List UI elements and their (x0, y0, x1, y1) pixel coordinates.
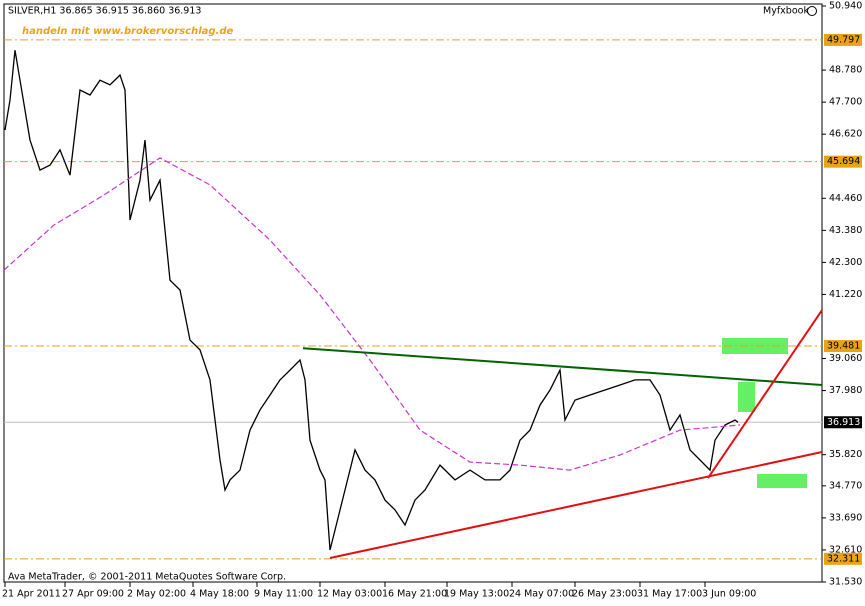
y-tick-label: 46.620 (829, 129, 862, 140)
green-box (722, 338, 788, 354)
y-tick-label: 34.770 (829, 480, 862, 491)
brand: Myfxbook (763, 6, 809, 17)
level-label-box (824, 155, 862, 168)
layer (3, 39, 823, 560)
level-label-box (824, 552, 862, 565)
level-label-box (824, 340, 862, 353)
x-tick-label: 4 May 18:00 (190, 589, 249, 600)
y-tick-label: 42.300 (829, 257, 862, 268)
y-tick-label: 48.780 (829, 65, 862, 76)
y-tick-label: 37.980 (829, 385, 862, 396)
y-tick-label: 47.700 (829, 97, 862, 108)
x-tick-label: 2 May 02:00 (127, 589, 186, 600)
x-tick-label: 31 May 17:00 (637, 589, 702, 600)
green-box (738, 382, 755, 412)
x-tick-label: 12 May 03:00 (317, 589, 382, 600)
y-tick-label: 32.610 (829, 544, 862, 555)
price-line (3, 157, 741, 471)
level-label: 32.311 (827, 553, 860, 564)
price-line (4, 50, 739, 551)
x-tick-label: 3 Jun 09:00 (702, 589, 756, 600)
x-tick-label: 9 May 11:00 (254, 589, 313, 600)
level-label: 45.694 (827, 156, 860, 167)
trend-line (707, 309, 823, 479)
chart-title: SILVER,H1 36.865 36.915 36.860 36.913 (8, 6, 201, 17)
y-tick-label: 50.940 (829, 1, 862, 12)
level-label: 49.797 (827, 34, 860, 45)
trend-line (302, 347, 823, 386)
x-tick-label: 21 Apr 2011 (2, 589, 61, 600)
y-tick-label: 35.820 (829, 449, 862, 460)
y-tick-label: 31.530 (829, 577, 862, 588)
trend-line (329, 451, 823, 559)
x-tick-label: 16 May 21:00 (382, 589, 447, 600)
y-tick-label: 39.060 (829, 353, 862, 364)
footer: Ava MetaTrader, © 2001-2011 MetaQuotes S… (8, 572, 286, 583)
level-label: 39.481 (827, 341, 860, 352)
level-label-box (824, 416, 862, 429)
green-box (757, 474, 807, 488)
brand-icon (807, 6, 817, 16)
level-label-box (824, 33, 862, 46)
y-tick-label: 41.220 (829, 289, 862, 300)
y-tick-label: 43.380 (829, 225, 862, 236)
x-tick-label: 24 May 07:00 (509, 589, 574, 600)
annotation: handeln mit www.brokervorschlag.de (22, 26, 234, 37)
level-label: 36.913 (827, 417, 860, 428)
y-tick-label: 33.690 (829, 512, 862, 523)
x-tick-label: 27 Apr 09:00 (62, 589, 124, 600)
y-tick-label: 44.460 (829, 193, 862, 204)
x-tick-label: 19 May 13:00 (444, 589, 509, 600)
plot-frame (3, 3, 823, 583)
x-tick-label: 26 May 23:00 (572, 589, 637, 600)
